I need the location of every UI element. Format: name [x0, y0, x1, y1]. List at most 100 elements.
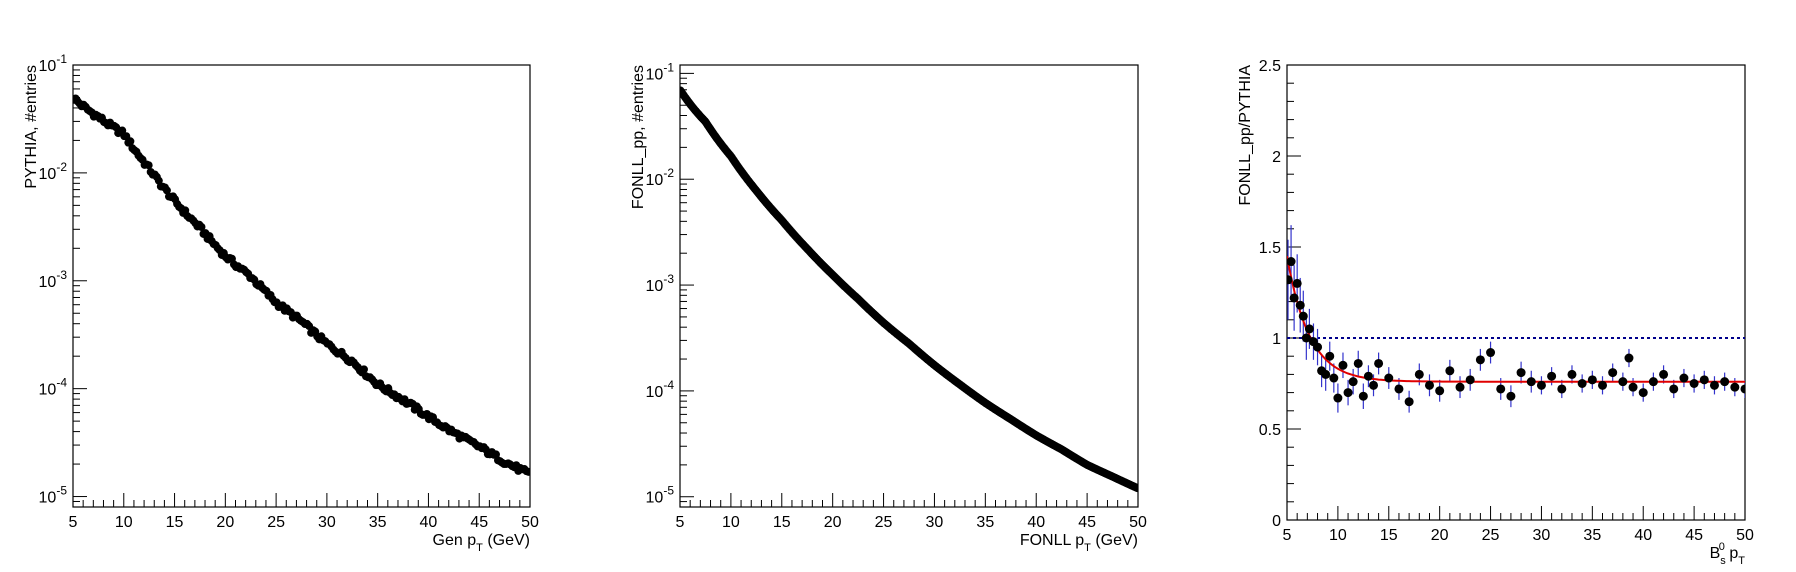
y-tick-label: 10-2 [39, 160, 68, 183]
data-point [1624, 353, 1634, 363]
y-axis-title: FONLL_pp, #entries [630, 65, 647, 209]
data-point [1628, 382, 1638, 392]
x-tick-label: 20 [824, 514, 842, 531]
data-point [1638, 388, 1648, 398]
fit-curve [1287, 255, 1745, 383]
data-point [1338, 360, 1348, 370]
data-point [1304, 324, 1314, 334]
data-point [1348, 377, 1358, 387]
data-point [162, 186, 171, 195]
data-point [144, 161, 153, 170]
data-point [1516, 368, 1526, 378]
data-point [1298, 311, 1308, 321]
data-point [1486, 348, 1496, 358]
x-tick-label: 15 [773, 514, 791, 531]
y-tick-label: 1.5 [1259, 240, 1281, 257]
plot-frame [679, 64, 1139, 508]
data-point [1496, 384, 1506, 394]
data-point [1740, 384, 1745, 394]
data-point [1730, 382, 1740, 392]
data-point [1526, 377, 1536, 387]
data-point [1369, 380, 1379, 390]
x-tick-label: 5 [69, 514, 78, 531]
data-point [1699, 375, 1709, 385]
y-tick-label: 2.5 [1259, 58, 1281, 75]
data-point [1547, 371, 1557, 381]
data-point [1567, 369, 1577, 379]
x-tick-label: 15 [166, 514, 184, 531]
data-point [1618, 377, 1628, 387]
data-point [1333, 393, 1343, 403]
data-point [1325, 351, 1335, 361]
y-tick-label: 10-1 [646, 60, 675, 83]
data-point [1709, 380, 1719, 390]
y-tick-label: 10-3 [39, 268, 68, 291]
data-point [1679, 373, 1689, 383]
x-tick-label: 5 [676, 514, 685, 531]
data-point [1475, 355, 1485, 365]
data-point [1404, 397, 1414, 407]
x-tick-label: 50 [1129, 514, 1147, 531]
x-axis-title: Gen pT (GeV) [433, 532, 530, 554]
x-tick-label: 25 [875, 514, 893, 531]
data-point [524, 467, 530, 476]
y-tick-label: 10-2 [646, 166, 675, 189]
panel-fonll-spectrum: 5 10 15 20 25 30 35 40 45 50 10-1 10-2 10-3 10-4 10-5 F… [630, 60, 1147, 554]
data-point [1313, 342, 1323, 352]
data-point [1384, 373, 1394, 383]
x-tick-label: 25 [267, 514, 285, 531]
data-point [197, 222, 206, 231]
x-tick-label: 50 [521, 514, 539, 531]
x-tick-label: 10 [1329, 527, 1347, 544]
y-tick-label: 0 [1272, 513, 1281, 530]
data-point [126, 137, 135, 146]
data-point [1343, 388, 1353, 398]
data-point [1659, 369, 1669, 379]
data-point [1445, 366, 1455, 376]
data-point [1394, 384, 1404, 394]
plot-area [1287, 225, 1745, 413]
data-point [1608, 368, 1618, 378]
x-tick-label: 35 [369, 514, 387, 531]
panel-ratio: 5 10 15 20 25 30 35 40 45 50 0 0.5 1 1.5 2 2.5 Bs0 pT FON… [1237, 58, 1754, 567]
x-tick-label: 40 [420, 514, 438, 531]
x-tick-label: 25 [1482, 527, 1500, 544]
data-point [1374, 358, 1384, 368]
data-point [1133, 484, 1138, 493]
data-point [1295, 300, 1305, 310]
y-tick-label: 10-5 [646, 484, 675, 507]
x-tick-label: 5 [1283, 527, 1292, 544]
data-point [1648, 377, 1658, 387]
data-point [1329, 373, 1339, 383]
data-point [1465, 375, 1475, 385]
data-point [1435, 386, 1445, 396]
data-point [1289, 293, 1299, 303]
data-point [1292, 278, 1302, 288]
y-tick-label: 10-3 [646, 272, 675, 295]
data-point [1321, 369, 1331, 379]
x-tick-label: 10 [115, 514, 133, 531]
x-axis-title: FONLL pT (GeV) [1020, 532, 1138, 554]
data-point [1414, 369, 1424, 379]
data-point [1720, 377, 1730, 387]
data-point [1577, 379, 1587, 388]
x-tick-label: 30 [1533, 527, 1551, 544]
x-axis: 5 10 15 20 25 30 35 40 45 50 [69, 493, 539, 531]
data-point [1301, 333, 1311, 343]
x-tick-label: 35 [976, 514, 994, 531]
x-tick-label: 20 [1431, 527, 1449, 544]
x-tick-label: 30 [926, 514, 944, 531]
x-tick-label: 10 [722, 514, 740, 531]
panel-pythia-spectrum: 5 10 15 20 25 30 35 40 45 50 10-1 10-2 10-3 10-4 10-5 G… [23, 52, 539, 554]
y-axis-title: FONLL_pp/PYTHIA [1237, 65, 1254, 206]
y-axis: 10-1 10-2 10-3 10-4 10-5 [646, 60, 694, 508]
x-tick-label: 35 [1583, 527, 1601, 544]
x-axis: 5 10 15 20 25 30 35 40 45 50 [676, 493, 1147, 531]
data-point [1689, 379, 1699, 388]
data-point [1598, 380, 1608, 390]
data-point [1587, 375, 1597, 385]
plot-area [73, 94, 530, 476]
data-point [359, 365, 368, 374]
data-point [1287, 275, 1293, 285]
